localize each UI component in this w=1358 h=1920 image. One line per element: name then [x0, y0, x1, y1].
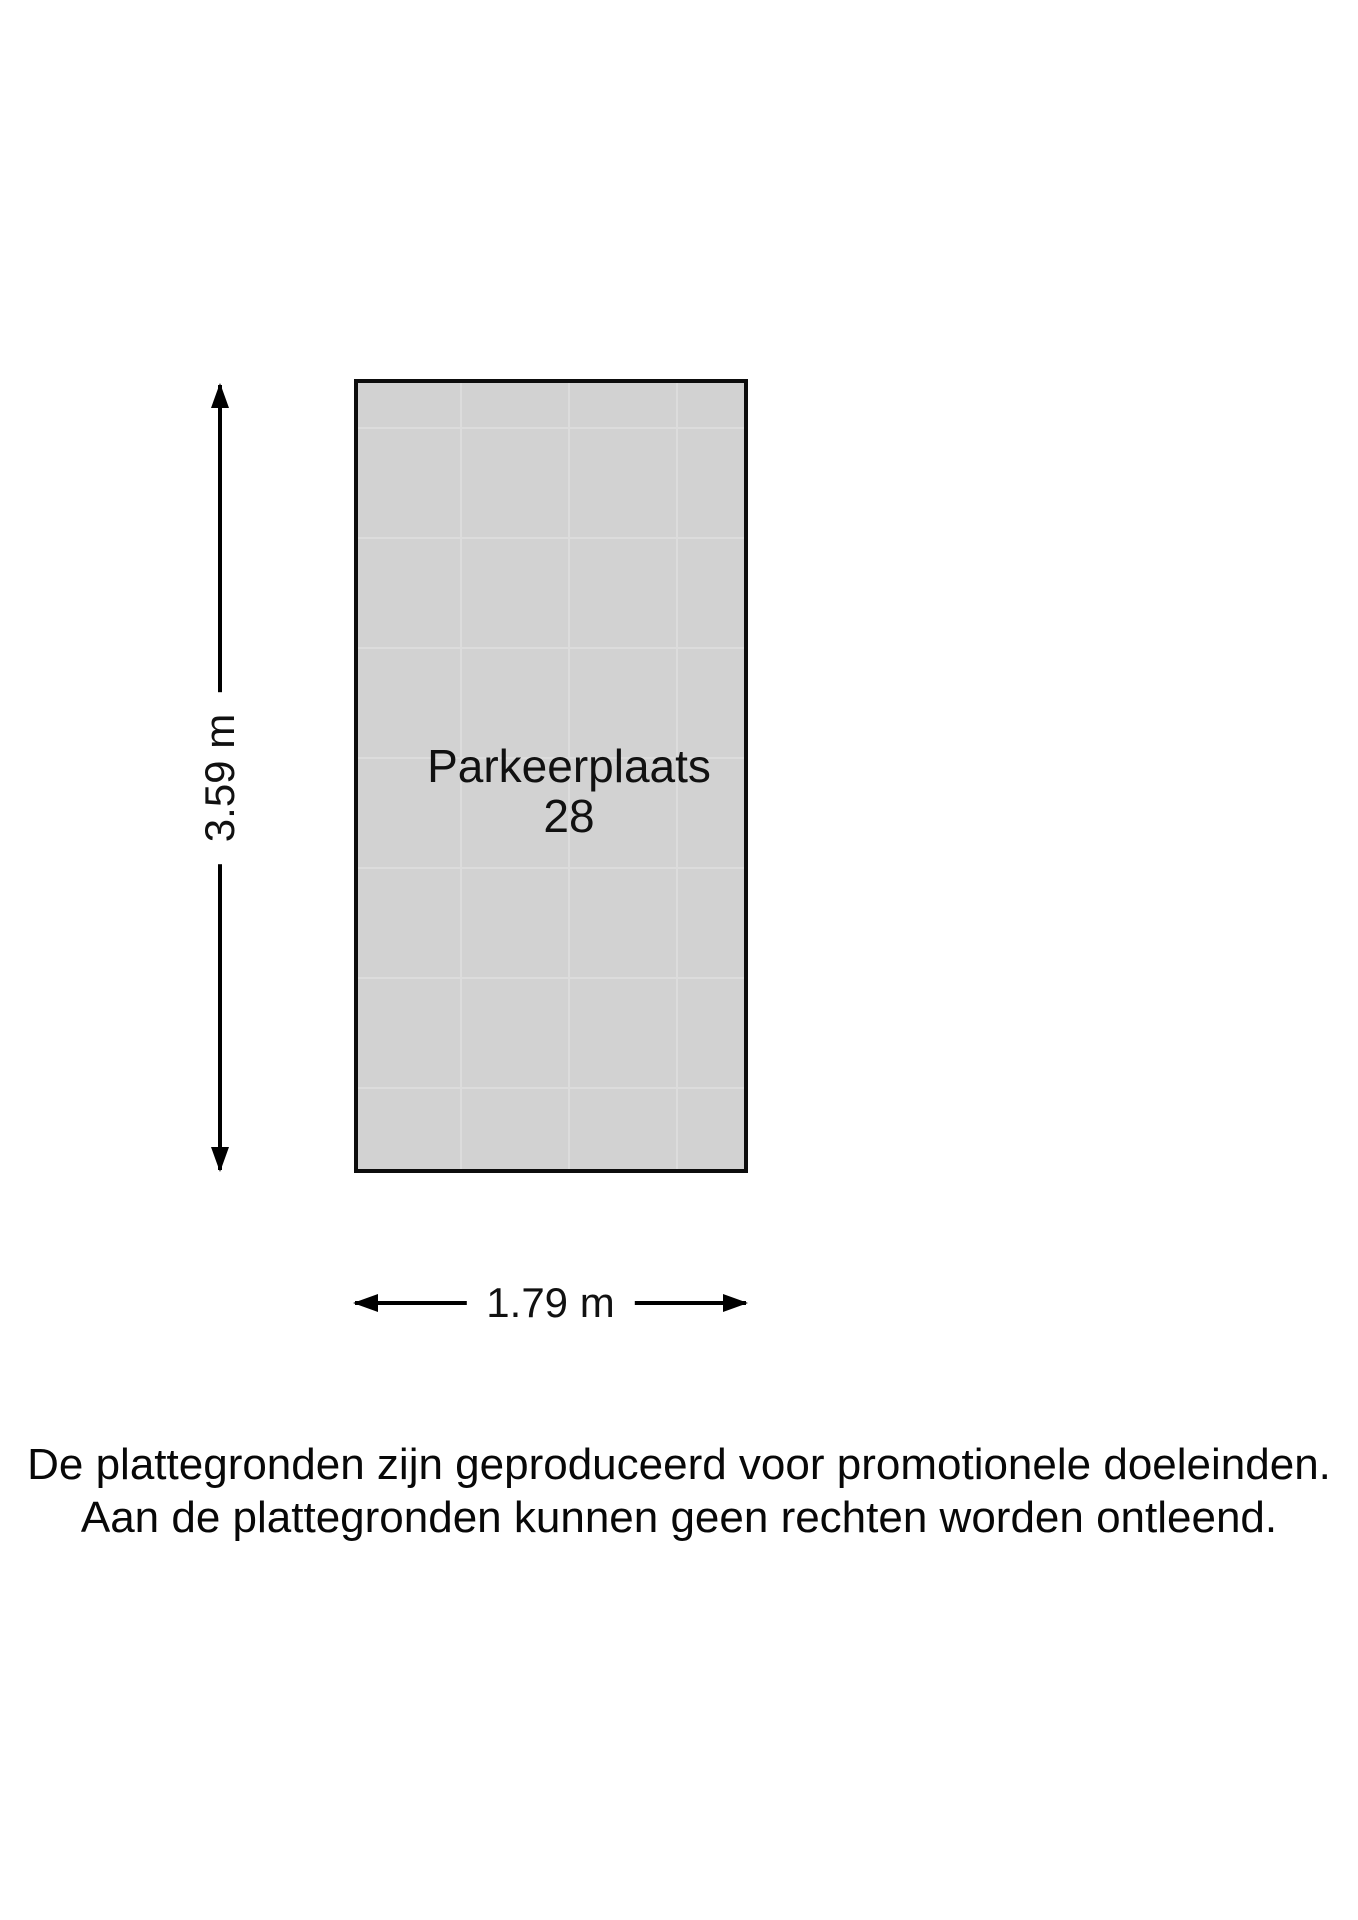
arrow-up-icon — [211, 383, 229, 408]
width-dimension: 1.79 m — [353, 1280, 748, 1326]
disclaimer-text: De plattegronden zijn geproduceerd voor … — [0, 1438, 1358, 1544]
height-dimension-label: 3.59 m — [196, 691, 243, 864]
parking-space-name: Parkeerplaats — [427, 740, 711, 792]
parking-space-number: 28 — [543, 790, 595, 842]
arrow-right-icon — [723, 1294, 748, 1312]
height-dimension: 3.59 m — [196, 383, 243, 1172]
disclaimer-line-1: De plattegronden zijn geproduceerd voor … — [27, 1440, 1331, 1489]
disclaimer-line-2: Aan de plattegronden kunnen geen rechten… — [80, 1493, 1278, 1542]
parking-space: Parkeerplaats 28 — [354, 379, 748, 1173]
parking-space-label: Parkeerplaats 28 — [427, 741, 711, 841]
width-dimension-label: 1.79 m — [466, 1280, 635, 1326]
arrow-down-icon — [211, 1147, 229, 1172]
arrow-left-icon — [353, 1294, 378, 1312]
